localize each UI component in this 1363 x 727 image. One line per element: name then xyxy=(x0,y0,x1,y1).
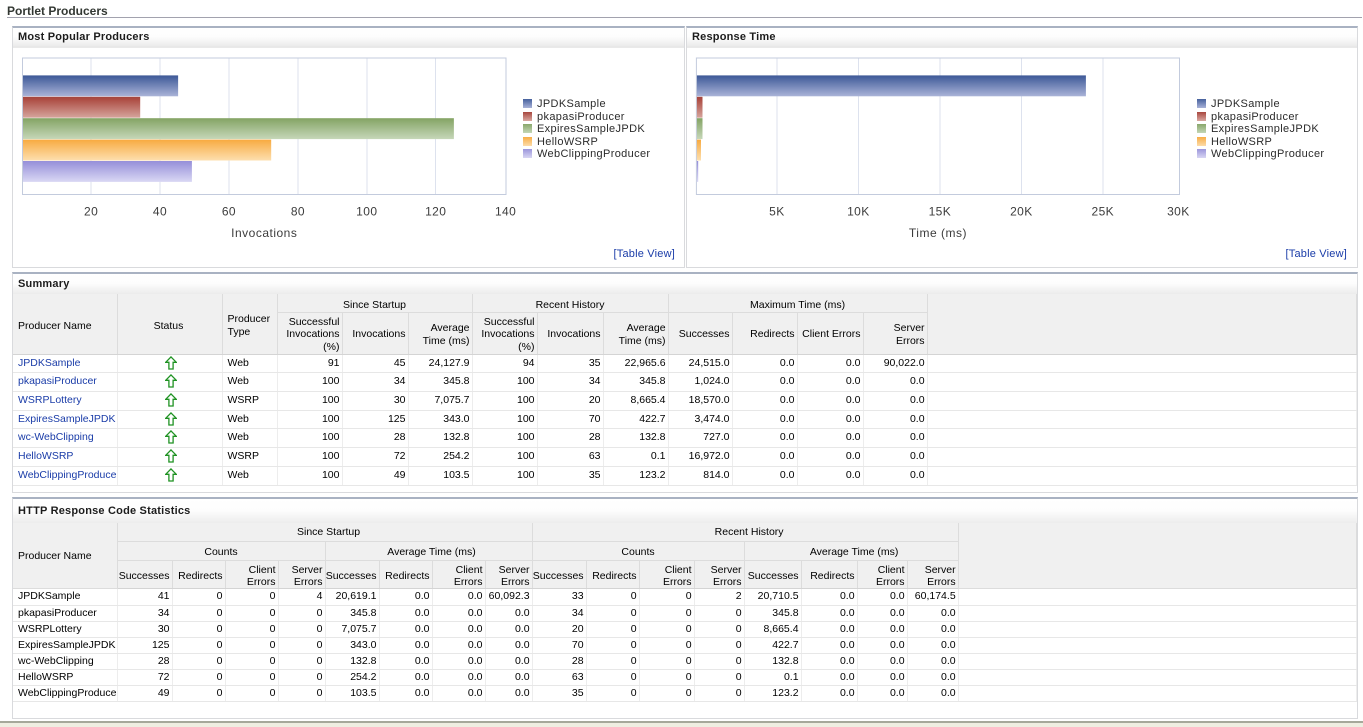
svg-text:120: 120 xyxy=(425,205,446,219)
svg-text:10K: 10K xyxy=(847,205,870,219)
svg-text:20: 20 xyxy=(84,205,98,219)
svg-text:25K: 25K xyxy=(1092,205,1115,219)
svg-text:60: 60 xyxy=(222,205,236,219)
svg-text:80: 80 xyxy=(291,205,305,219)
svg-text:30K: 30K xyxy=(1167,205,1190,219)
svg-text:15K: 15K xyxy=(929,205,952,219)
svg-text:5K: 5K xyxy=(769,205,784,219)
svg-text:100: 100 xyxy=(356,205,377,219)
svg-text:40: 40 xyxy=(153,205,167,219)
svg-text:Time (ms): Time (ms) xyxy=(909,226,967,240)
svg-text:20K: 20K xyxy=(1010,205,1033,219)
svg-text:140: 140 xyxy=(495,205,516,219)
svg-text:Invocations: Invocations xyxy=(231,226,297,240)
